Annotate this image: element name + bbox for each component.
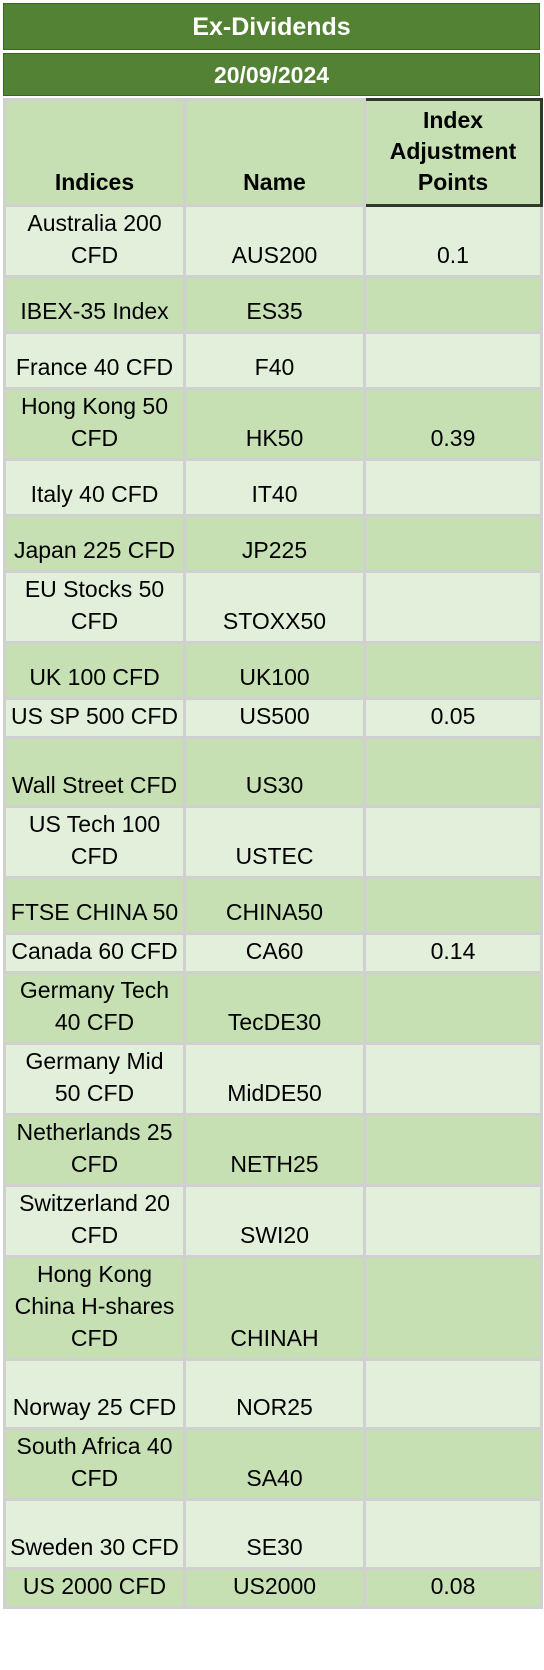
cell-index: Japan 225 CFD (3, 514, 186, 573)
cell-index: US Tech 100 CFD (3, 805, 186, 879)
cell-adjustment-points (363, 736, 543, 808)
cell-name: CA60 (183, 932, 366, 974)
cell-name: F40 (183, 331, 366, 390)
cell-index: Norway 25 CFD (3, 1358, 186, 1430)
table-row: Hong Kong China H-shares CFD CHINAH (3, 1255, 543, 1361)
sheet-date: 20/09/2024 (3, 53, 540, 96)
cell-adjustment-points (363, 514, 543, 573)
cell-adjustment-points: 0.14 (363, 932, 543, 974)
cell-name: IT40 (183, 458, 366, 517)
column-header-adjustment: Index Adjustment Points (363, 98, 543, 207)
cell-adjustment-points: 0.1 (363, 204, 543, 278)
cell-adjustment-points (363, 971, 543, 1045)
cell-index: South Africa 40 CFD (3, 1427, 186, 1501)
table-row: Norway 25 CFD NOR25 (3, 1358, 543, 1430)
cell-index: Germany Tech 40 CFD (3, 971, 186, 1045)
cell-adjustment-points (363, 570, 543, 644)
cell-index: Wall Street CFD (3, 736, 186, 808)
cell-adjustment-points: 0.39 (363, 387, 543, 461)
cell-adjustment-points (363, 458, 543, 517)
cell-index: US 2000 CFD (3, 1567, 186, 1609)
column-header-indices: Indices (3, 98, 186, 207)
table-row: France 40 CFD F40 (3, 331, 543, 390)
cell-index: US SP 500 CFD (3, 697, 186, 739)
cell-adjustment-points (363, 1042, 543, 1116)
table-row: Sweden 30 CFD SE30 (3, 1498, 543, 1570)
column-header-name: Name (183, 98, 366, 207)
table-row: US Tech 100 CFD USTEC (3, 805, 543, 879)
cell-name: SA40 (183, 1427, 366, 1501)
cell-adjustment-points (363, 641, 543, 700)
cell-name: CHINAH (183, 1255, 366, 1361)
cell-name: TecDE30 (183, 971, 366, 1045)
table-header-row: Indices Name Index Adjustment Points (3, 98, 543, 207)
table-row: Canada 60 CFD CA60 0.14 (3, 932, 543, 974)
table-row: FTSE CHINA 50 CHINA50 (3, 876, 543, 935)
table-row: US SP 500 CFD US500 0.05 (3, 697, 543, 739)
cell-index: France 40 CFD (3, 331, 186, 390)
cell-index: IBEX-35 Index (3, 275, 186, 334)
cell-name: SWI20 (183, 1184, 366, 1258)
cell-adjustment-points (363, 876, 543, 935)
cell-adjustment-points (363, 331, 543, 390)
cell-index: FTSE CHINA 50 (3, 876, 186, 935)
sheet-title: Ex-Dividends (3, 3, 540, 50)
cell-index: Hong Kong 50 CFD (3, 387, 186, 461)
cell-adjustment-points (363, 1498, 543, 1570)
table-row: UK 100 CFD UK100 (3, 641, 543, 700)
cell-adjustment-points (363, 1255, 543, 1361)
cell-name: US500 (183, 697, 366, 739)
cell-adjustment-points (363, 275, 543, 334)
cell-name: USTEC (183, 805, 366, 879)
cell-index: Sweden 30 CFD (3, 1498, 186, 1570)
table-row: Japan 225 CFD JP225 (3, 514, 543, 573)
cell-index: Germany Mid 50 CFD (3, 1042, 186, 1116)
cell-adjustment-points (363, 1113, 543, 1187)
ex-dividends-table: Indices Name Index Adjustment Points Aus… (3, 98, 543, 1609)
table-row: Netherlands 25 CFD NETH25 (3, 1113, 543, 1187)
cell-adjustment-points: 0.08 (363, 1567, 543, 1609)
table-row: Hong Kong 50 CFD HK50 0.39 (3, 387, 543, 461)
table-row: Wall Street CFD US30 (3, 736, 543, 808)
cell-index: Canada 60 CFD (3, 932, 186, 974)
table-row: Germany Tech 40 CFD TecDE30 (3, 971, 543, 1045)
cell-name: STOXX50 (183, 570, 366, 644)
cell-index: EU Stocks 50 CFD (3, 570, 186, 644)
ex-dividends-sheet: Ex-Dividends 20/09/2024 Indices Name Ind… (3, 3, 543, 1609)
table-row: US 2000 CFD US2000 0.08 (3, 1567, 543, 1609)
cell-name: CHINA50 (183, 876, 366, 935)
cell-adjustment-points (363, 805, 543, 879)
cell-name: NETH25 (183, 1113, 366, 1187)
table-row: EU Stocks 50 CFD STOXX50 (3, 570, 543, 644)
cell-name: MidDE50 (183, 1042, 366, 1116)
table-body: Australia 200 CFD AUS200 0.1 IBEX-35 Index E… (3, 204, 543, 1609)
table-row: Italy 40 CFD IT40 (3, 458, 543, 517)
cell-index: Netherlands 25 CFD (3, 1113, 186, 1187)
cell-name: HK50 (183, 387, 366, 461)
table-row: Australia 200 CFD AUS200 0.1 (3, 204, 543, 278)
table-row: South Africa 40 CFD SA40 (3, 1427, 543, 1501)
cell-name: SE30 (183, 1498, 366, 1570)
cell-name: US30 (183, 736, 366, 808)
cell-index: Switzerland 20 CFD (3, 1184, 186, 1258)
cell-adjustment-points (363, 1427, 543, 1501)
cell-name: NOR25 (183, 1358, 366, 1430)
cell-name: US2000 (183, 1567, 366, 1609)
cell-adjustment-points (363, 1184, 543, 1258)
cell-name: UK100 (183, 641, 366, 700)
cell-adjustment-points (363, 1358, 543, 1430)
table-row: Switzerland 20 CFD SWI20 (3, 1184, 543, 1258)
table-row: IBEX-35 Index ES35 (3, 275, 543, 334)
cell-name: AUS200 (183, 204, 366, 278)
cell-index: Australia 200 CFD (3, 204, 186, 278)
table-row: Germany Mid 50 CFD MidDE50 (3, 1042, 543, 1116)
cell-adjustment-points: 0.05 (363, 697, 543, 739)
cell-index: Italy 40 CFD (3, 458, 186, 517)
cell-index: UK 100 CFD (3, 641, 186, 700)
cell-name: ES35 (183, 275, 366, 334)
cell-index: Hong Kong China H-shares CFD (3, 1255, 186, 1361)
cell-name: JP225 (183, 514, 366, 573)
